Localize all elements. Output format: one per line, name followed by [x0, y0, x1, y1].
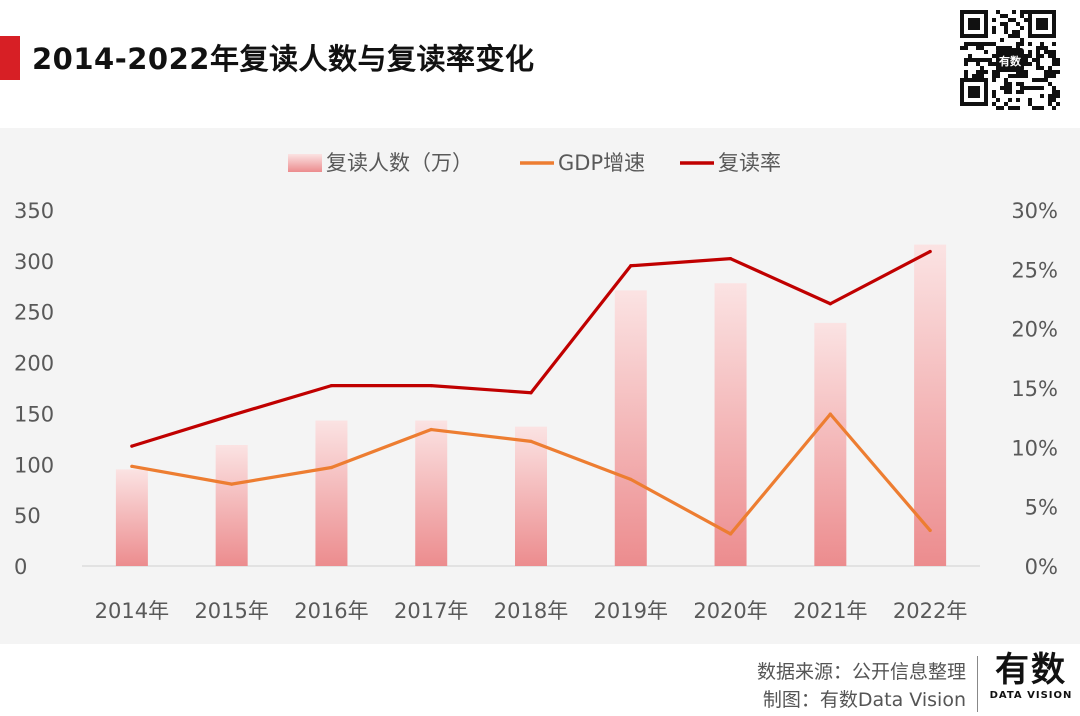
- repeat-rate-line-point: [429, 384, 433, 388]
- x-tick-label: 2014年: [95, 599, 169, 623]
- y-left-tick-label: 300: [14, 250, 54, 274]
- y-left-tick-label: 0: [14, 555, 27, 579]
- logo-wordmark: 有数: [995, 650, 1067, 690]
- bar-repeat-count: [215, 444, 248, 566]
- y-right-tick-label: 5%: [1025, 496, 1058, 520]
- legend-label-count: 复读人数（万）: [326, 151, 473, 175]
- title-accent-tab: [0, 36, 20, 80]
- data-source: 数据来源：公开信息整理: [756, 661, 966, 683]
- bar-repeat-count: [714, 283, 747, 566]
- bar-repeat-count: [315, 420, 348, 566]
- gdp-growth-line-point: [329, 465, 334, 470]
- bar-repeat-count: [415, 420, 448, 566]
- x-tick-label: 2015年: [194, 599, 268, 623]
- y-right-tick-label: 25%: [1011, 258, 1058, 282]
- bar-repeat-count: [814, 322, 847, 566]
- repeat-rate-line-point: [230, 413, 234, 417]
- repeat-rate-line: [130, 249, 932, 448]
- gdp-growth-line-point: [928, 528, 932, 532]
- footer-divider: [977, 656, 978, 712]
- y-left-tick-label: 250: [14, 301, 54, 325]
- y-right-tick-label: 0%: [1025, 555, 1058, 579]
- page-title: 2014-2022年复读人数与复读率变化: [32, 42, 535, 76]
- y-left-tick-label: 350: [14, 199, 54, 223]
- y-right-tick-label: 20%: [1011, 318, 1058, 342]
- bar-repeat-count: [914, 244, 947, 566]
- repeat-rate-line-point: [529, 391, 533, 395]
- repeat-rate-line-point: [828, 302, 832, 306]
- legend-label-gdp: GDP增速: [558, 151, 645, 175]
- gdp-growth-line-point: [130, 464, 134, 468]
- y-right-tick-label: 30%: [1011, 199, 1058, 223]
- x-tick-label: 2016年: [294, 599, 368, 623]
- brand-logo: 有数 DATA VISION: [988, 650, 1074, 701]
- gdp-growth-line-point: [629, 477, 633, 481]
- logo-subtitle: DATA VISION: [989, 690, 1073, 701]
- x-tick-label: 2022年: [893, 599, 967, 623]
- repeat-rate-line-point: [329, 384, 334, 388]
- x-tick-label: 2019年: [594, 599, 668, 623]
- bar-repeat-count: [614, 290, 647, 566]
- x-tick-label: 2017年: [394, 599, 468, 623]
- title-bar: 2014-2022年复读人数与复读率变化: [0, 22, 1080, 102]
- x-tick-label: 2020年: [693, 599, 767, 623]
- x-tick-label: 2021年: [793, 599, 867, 623]
- gdp-growth-line-point: [828, 412, 832, 416]
- y-left-tick-label: 150: [14, 402, 54, 426]
- repeat-rate-line-point: [928, 249, 932, 254]
- legend-bar-swatch: [288, 154, 322, 172]
- chart-credit: 制图：有数Data Vision: [762, 689, 966, 711]
- gdp-growth-line-point: [529, 439, 533, 443]
- qr-badge-text: 有数: [999, 54, 1022, 68]
- bar-repeat-count: [515, 426, 547, 566]
- y-left-tick-label: 50: [14, 504, 41, 528]
- bar-repeat-count: [115, 469, 148, 566]
- repeat-rate-line-point: [130, 444, 134, 448]
- y-right-tick-label: 15%: [1011, 377, 1058, 401]
- footer: 数据来源：公开信息整理 制图：有数Data Vision 有数 DATA VIS…: [0, 644, 1080, 716]
- y-left-tick-label: 100: [14, 453, 54, 477]
- y-left-tick-label: 200: [14, 352, 54, 376]
- gdp-growth-line-point: [429, 427, 433, 432]
- source-notes: 数据来源：公开信息整理 制图：有数Data Vision: [757, 658, 966, 714]
- x-tick-label: 2018年: [494, 599, 568, 623]
- repeat-rate-line-point: [629, 264, 633, 268]
- gdp-growth-line-point: [230, 482, 234, 486]
- qr-code: 有数: [960, 10, 1060, 110]
- repeat-rate-line-point: [728, 257, 733, 261]
- gdp-growth-line-point: [728, 532, 733, 536]
- chart: 0 50 100 150 200 250 300 350 0% 5% 10% 15% 20% 25% 30%…: [14, 151, 1058, 623]
- y-right-tick-label: 10%: [1011, 436, 1058, 460]
- legend-label-rate: 复读率: [718, 151, 781, 175]
